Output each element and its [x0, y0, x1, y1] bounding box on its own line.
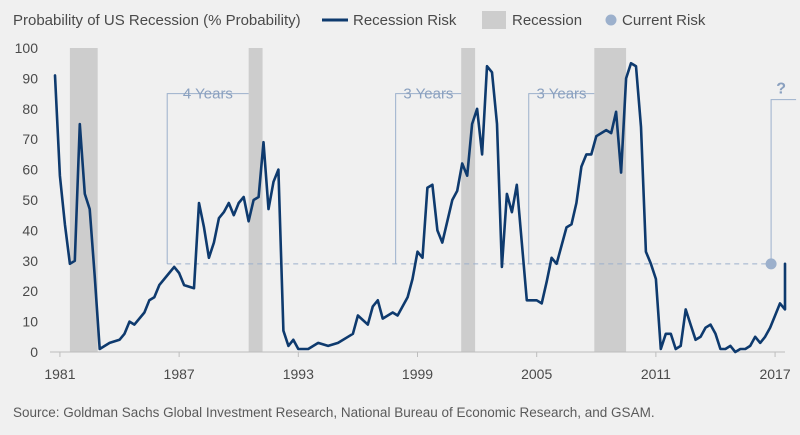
legend-label-recession-risk: Recession Risk — [353, 12, 457, 29]
source-note: Source: Goldman Sachs Global Investment … — [13, 405, 655, 420]
y-tick-label: 0 — [30, 344, 38, 360]
x-tick-label: 1987 — [164, 366, 195, 382]
y-tick-label: 60 — [22, 162, 38, 178]
year-gap-label: 3 Years — [536, 86, 586, 103]
x-tick-label: 1999 — [402, 366, 433, 382]
y-tick-label: 50 — [22, 192, 38, 208]
recession-band — [461, 48, 476, 352]
chart-title: Probability of US Recession (% Probabili… — [13, 12, 301, 29]
current-risk-layer — [765, 258, 777, 270]
current-risk-point — [765, 258, 777, 270]
x-tick-label: 1993 — [283, 366, 314, 382]
series-line-recession-risk — [53, 61, 787, 354]
legend-point-swatch — [605, 14, 617, 26]
legend-area-swatch — [482, 11, 506, 29]
year-bracket — [166, 93, 249, 264]
question-mark-label: ? — [776, 81, 786, 98]
legend-label-recession: Recession — [512, 12, 582, 29]
recession-bands — [69, 48, 627, 352]
year-bracket — [528, 93, 595, 264]
year-gap-label: 3 Years — [403, 86, 453, 103]
y-tick-label: 10 — [22, 314, 38, 330]
x-tick-label: 2011 — [641, 366, 671, 382]
y-tick-label: 20 — [22, 283, 38, 299]
y-tick-label: 90 — [22, 70, 38, 86]
legend-label-current-risk: Current Risk — [622, 12, 706, 29]
y-tick-label: 40 — [22, 222, 38, 238]
year-bracket — [395, 93, 462, 264]
legend: Recession Risk Recession Current Risk — [322, 11, 706, 29]
x-tick-label: 2005 — [521, 366, 552, 382]
x-tick-label: 2017 — [759, 366, 790, 382]
year-gap-label: 4 Years — [183, 86, 233, 103]
y-tick-label: 80 — [22, 101, 38, 117]
x-tick-label: 1981 — [44, 366, 75, 382]
y-tick-label: 70 — [22, 131, 38, 147]
annotations: 4 Years 3 Years 3 Years? — [166, 81, 797, 265]
recession-band — [594, 48, 627, 352]
y-tick-label: 30 — [22, 253, 38, 269]
question-bracket — [770, 99, 797, 264]
y-tick-label: 100 — [15, 40, 39, 56]
series — [53, 61, 787, 354]
recession-band — [69, 48, 98, 352]
axes: 0 10 20 30 40 50 60 70 80 90 100 1981 1987 1993 1999 20… — [15, 40, 791, 382]
